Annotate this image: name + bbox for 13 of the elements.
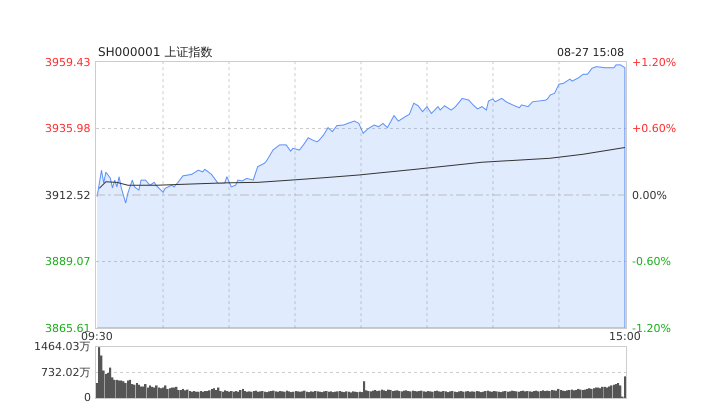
- y2-tick-label: +0.60%: [632, 122, 676, 135]
- y2-tick-label: +1.20%: [632, 56, 676, 69]
- y2-tick-label: 0.00%: [632, 189, 667, 202]
- y-tick-label: 732.02万: [41, 366, 90, 379]
- y-tick-label: 3889.07: [45, 255, 90, 268]
- y-tick-label: 3959.43: [45, 56, 90, 69]
- y2-tick-label: -0.60%: [632, 255, 671, 268]
- text: 08-27 15:08: [557, 46, 624, 59]
- y-tick-label: 3935.98: [45, 122, 90, 135]
- y-tick-label: 3912.52: [45, 189, 90, 202]
- y-tick-label: 1464.03万: [34, 340, 90, 353]
- y-tick-label: 0: [84, 391, 91, 404]
- chart-title: SH000001 上证指数: [98, 45, 212, 59]
